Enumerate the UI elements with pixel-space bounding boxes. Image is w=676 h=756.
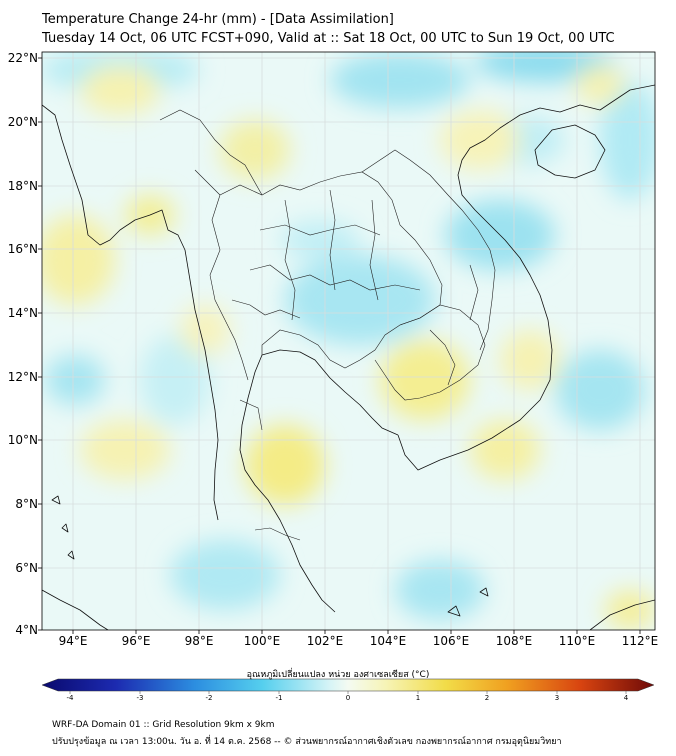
colorbar-tick-label: -4 [66,694,74,702]
lat-tick-label: 8°N [15,497,38,511]
lon-tick-label: 100°E [243,634,281,648]
colorbar-tick-label: -1 [275,694,283,702]
update-credit: ปรับปรุงข้อมูล ณ เวลา 13:00น. วัน อ. ที่… [52,737,562,747]
map-subtitle: Tuesday 14 Oct, 06 UTC FCST+090, Valid a… [42,31,615,46]
lon-tick-label: 102°E [306,634,344,648]
map-title: Temperature Change 24-hr (mm) - [Data As… [42,12,394,27]
lon-tick-label: 112°E [621,634,659,648]
colorbar-tick-label: 1 [415,694,421,702]
graticule [42,52,655,630]
colorbar-tick-label: 2 [484,694,490,702]
lat-tick-label: 10°N [7,433,38,447]
field-blobs [42,52,655,630]
lat-tick-label: 20°N [7,115,38,129]
lon-tick-label: 94°E [58,634,88,648]
lon-tick-label: 98°E [184,634,214,648]
colorbar-tick-label: -3 [136,694,144,702]
lat-tick-label: 16°N [7,242,38,256]
lon-tick-label: 104°E [369,634,407,648]
colorbar-tick-label: 3 [554,694,560,702]
colorbar-label: อุณหภูมิเปลี่ยนแปลง หน่วย องศาเซลเซียส (… [246,670,430,680]
lat-tick-label: 6°N [15,561,38,575]
tick-marks [38,57,641,634]
colorbar-tick-label: 0 [345,694,351,702]
colorbar-tick-marks [69,691,627,694]
colorbar-tick-label: -2 [205,694,213,702]
lat-tick-label: 22°N [7,51,38,65]
lon-tick-label: 96°E [121,634,151,648]
lat-tick-label: 18°N [7,179,38,193]
lat-tick-label: 14°N [7,306,38,320]
lon-tick-label: 110°E [558,634,596,648]
temperature-field [42,52,655,630]
colorbar-tick-label: 4 [623,694,629,702]
coastlines [42,84,655,630]
lon-tick-label: 106°E [432,634,470,648]
lat-tick-label: 12°N [7,370,38,384]
lat-tick-label: 4°N [15,623,38,637]
plot-frame [41,51,656,631]
borders [159,109,496,541]
colorbar [41,678,655,692]
model-info: WRF-DA Domain 01 :: Grid Resolution 9km … [52,720,275,730]
lon-tick-label: 108°E [495,634,533,648]
